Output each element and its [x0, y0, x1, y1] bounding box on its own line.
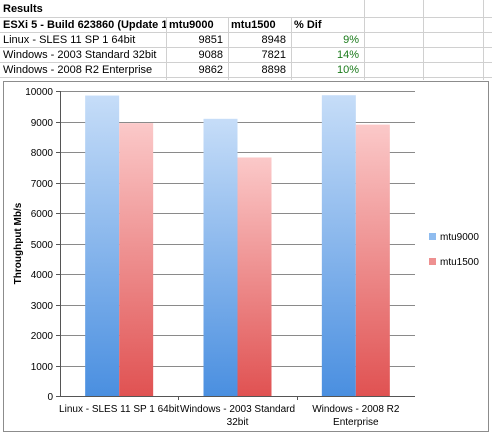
row-win2003-name: Windows - 2003 Standard 32bit: [3, 49, 157, 61]
table-title: Results: [3, 3, 43, 15]
x-category-label-2-0: Windows - 2008 R2: [312, 404, 400, 415]
legend-label-mtu1500: mtu1500: [440, 257, 479, 268]
bar-mtu9000-0: [85, 95, 120, 397]
legend-swatch-mtu9000: [429, 233, 436, 240]
row-win2003-pct: 14%: [336, 49, 359, 61]
y-tick-label-8000: 8000: [31, 148, 54, 159]
x-category-label-2-1: Enterprise: [333, 417, 379, 428]
bar-chart: 0 1000 2000 3000 4000 5000 6000 7000 8000 9000 100…: [13, 87, 479, 428]
y-tick-label-0: 0: [47, 392, 53, 403]
row-win2008-name: Windows - 2008 R2 Enterprise: [3, 64, 153, 76]
row-win2003-mtu1500: 7821: [261, 49, 286, 61]
legend-label-mtu9000: mtu9000: [440, 232, 479, 243]
bar-mtu9000-1: [203, 118, 238, 397]
y-tick-label-9000: 9000: [31, 118, 54, 129]
row-win2003-mtu9000: 9088: [198, 49, 223, 61]
header-build: ESXi 5 - Build 623860 (Update 1): [3, 19, 166, 31]
y-tick-label-1000: 1000: [31, 362, 54, 373]
header-pct-dif: % Dif: [294, 19, 322, 31]
row-linux-pct: 9%: [343, 34, 359, 46]
y-axis-title: Throughput Mb/s: [13, 202, 24, 284]
row-win2008-mtu9000: 9862: [198, 64, 223, 76]
y-tick-label-7000: 7000: [31, 179, 54, 190]
bar-mtu1500-2: [355, 124, 390, 397]
row-linux-name: Linux - SLES 11 SP 1 64bit: [3, 34, 136, 46]
x-category-label-0-0: Linux - SLES 11 SP 1 64bit: [59, 404, 179, 415]
row-win2008-pct: 10%: [336, 64, 359, 76]
row-win2008-mtu1500: 8898: [261, 64, 286, 76]
bar-mtu9000-2: [321, 95, 356, 397]
row-linux-mtu9000: 9851: [198, 34, 223, 46]
y-tick-label-6000: 6000: [31, 209, 54, 220]
y-tick-label-10000: 10000: [25, 87, 53, 98]
y-tick-label-5000: 5000: [31, 240, 54, 251]
bar-mtu1500-1: [237, 157, 272, 396]
y-tick-label-4000: 4000: [31, 270, 54, 281]
y-tick-label-2000: 2000: [31, 331, 54, 342]
bar-mtu1500-0: [119, 123, 154, 396]
y-tick-label-3000: 3000: [31, 301, 54, 312]
legend-swatch-mtu1500: [429, 258, 436, 265]
header-mtu9000: mtu9000: [169, 19, 214, 31]
x-category-label-1-0: Windows - 2003 Standard: [180, 404, 295, 415]
chart-container[interactable]: 0 1000 2000 3000 4000 5000 6000 7000 8000 9000 100…: [3, 81, 489, 432]
header-mtu1500: mtu1500: [231, 19, 276, 31]
row-linux-mtu1500: 8948: [261, 34, 286, 46]
x-category-label-1-1: 32bit: [227, 417, 249, 428]
